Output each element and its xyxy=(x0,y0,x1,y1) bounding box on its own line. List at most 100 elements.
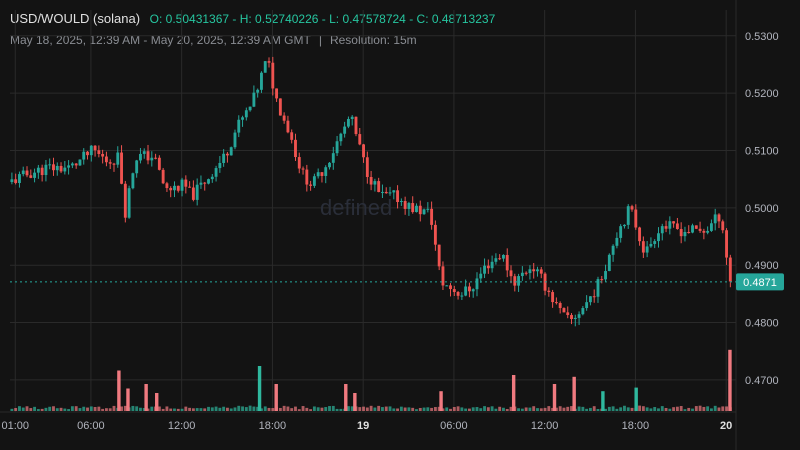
volume-bar xyxy=(664,407,668,411)
candles xyxy=(10,56,732,327)
volume-bar xyxy=(396,408,400,411)
candle-body xyxy=(713,214,717,224)
candle-body xyxy=(558,303,562,309)
candle-body xyxy=(173,185,176,191)
candle-body xyxy=(312,176,316,186)
volume-bar xyxy=(316,407,320,411)
candle-body xyxy=(210,176,214,180)
candle-body xyxy=(222,153,226,163)
candle-body xyxy=(430,208,434,225)
candle-body xyxy=(539,269,543,274)
candle-body xyxy=(645,246,649,253)
x-axis: 01:00 06:00 12:00 18:00 19 06:00 12:00 18:00 20 xyxy=(2,420,733,432)
header-separator: | xyxy=(318,33,322,47)
candle-body xyxy=(63,167,67,172)
candle-body xyxy=(297,157,301,169)
candle-body xyxy=(581,308,585,315)
volume-bar xyxy=(369,405,373,411)
candle-body xyxy=(278,98,282,116)
candle-body xyxy=(74,163,78,166)
volume-bar xyxy=(142,407,146,411)
candle-body xyxy=(675,223,679,230)
candle-body xyxy=(585,302,589,309)
candle-body xyxy=(93,145,97,151)
candle-body xyxy=(36,167,40,173)
volume-bar xyxy=(214,406,218,411)
candle-body xyxy=(664,226,668,229)
candle-body xyxy=(418,205,422,215)
volume-bar xyxy=(498,406,502,411)
resolution-label: Resolution: 15m xyxy=(329,33,417,47)
candle-body xyxy=(588,296,592,303)
volume-bar xyxy=(169,408,173,411)
candle-body xyxy=(384,191,388,194)
volume-bar xyxy=(44,407,48,411)
volume-bar xyxy=(320,407,324,411)
volume-bar xyxy=(433,407,437,411)
candle-body xyxy=(619,226,623,238)
candle-body xyxy=(554,302,558,304)
candle-body xyxy=(248,106,252,111)
x-tick-label: 18:00 xyxy=(259,420,287,432)
candle-body xyxy=(641,241,645,253)
x-tick-label: 06:00 xyxy=(77,420,105,432)
volume-bar xyxy=(108,408,112,411)
candle-body xyxy=(600,279,604,281)
volume-bar xyxy=(467,408,471,411)
candle-body xyxy=(154,157,158,159)
volume-bar xyxy=(120,406,123,411)
candle-body xyxy=(694,225,698,229)
volume-bar xyxy=(691,408,694,411)
candle-body xyxy=(146,151,150,161)
volume-bar xyxy=(101,408,105,411)
x-tick-label: 12:00 xyxy=(168,420,196,432)
candle-body xyxy=(577,314,581,318)
volume-bar xyxy=(721,406,725,411)
candle-body xyxy=(528,269,532,274)
volume-bar xyxy=(309,409,313,411)
volume-bars xyxy=(10,349,732,411)
candle-body xyxy=(467,286,471,292)
candle-body xyxy=(517,276,521,286)
volume-bar xyxy=(373,407,377,411)
volume-bar xyxy=(93,407,97,411)
candle-body xyxy=(615,237,619,246)
candle-body xyxy=(441,266,445,286)
x-tick-label: 12:00 xyxy=(531,420,559,432)
candle-body xyxy=(362,144,365,158)
candle-body xyxy=(456,292,460,296)
candle-body xyxy=(82,151,86,160)
candle-body xyxy=(131,173,135,189)
candle-body xyxy=(566,312,570,316)
date-range: May 18, 2025, 12:39 AM - May 20, 2025, 1… xyxy=(10,33,311,47)
candle-body xyxy=(18,174,21,183)
volume-bar xyxy=(418,407,422,411)
volume-bar xyxy=(55,408,59,411)
chart-header: USD/WOULD (solana) O: 0.50431367 - H: 0.… xyxy=(10,11,495,26)
volume-bar xyxy=(139,407,142,411)
volume-bar xyxy=(524,407,528,411)
candle-body xyxy=(271,62,275,89)
volume-bar xyxy=(210,407,214,411)
volume-bar xyxy=(229,408,233,411)
volume-bar xyxy=(188,407,192,411)
volume-bar xyxy=(331,405,335,411)
volume-bar xyxy=(607,406,611,411)
candle-body xyxy=(596,279,600,297)
volume-bar xyxy=(657,408,660,411)
volume-bar xyxy=(585,408,589,411)
candle-body xyxy=(672,221,676,224)
candle-body xyxy=(346,119,350,127)
volume-bar xyxy=(517,408,521,411)
volume-bar xyxy=(297,409,301,411)
candle-body xyxy=(350,116,354,120)
candle-body xyxy=(44,164,48,176)
candle-body xyxy=(490,261,494,269)
candle-body xyxy=(607,254,611,272)
volume-bar xyxy=(543,407,547,411)
volume-bar xyxy=(150,406,154,411)
candle-body xyxy=(343,126,347,134)
candle-body xyxy=(25,170,29,176)
volume-bar xyxy=(675,406,679,411)
